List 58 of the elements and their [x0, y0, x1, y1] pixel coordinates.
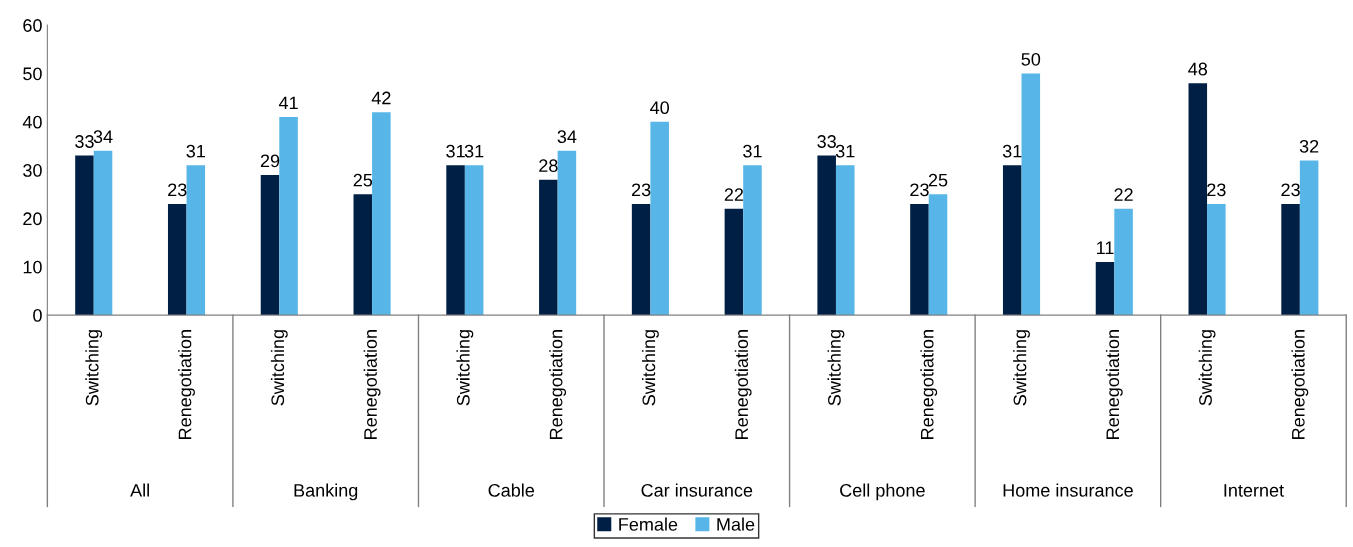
text: Home insurance: [1003, 483, 1133, 497]
data-label: 25: [928, 173, 948, 187]
data-label: 31: [743, 144, 762, 158]
data-label: 22: [724, 188, 744, 201]
data-label: 29: [260, 154, 280, 168]
data-label: 23: [168, 183, 187, 197]
legend-label: Male: [717, 517, 755, 531]
x-tick-label: Renegotiation: [363, 330, 381, 439]
data-label: 31: [446, 144, 465, 158]
data-label: 31: [186, 144, 205, 158]
data-label: 22: [1114, 188, 1133, 201]
x-tick-label: Renegotiation: [1291, 330, 1309, 439]
data-label: 25: [353, 173, 373, 187]
text: Car insurance: [641, 483, 753, 497]
x-tick-label: Renegotiation: [1105, 330, 1123, 439]
x-tick-label: Renegotiation: [549, 330, 567, 439]
y-tick-label: 50: [23, 67, 42, 81]
y-tick-label: 10: [23, 260, 42, 274]
data-label: 11: [1097, 241, 1114, 255]
data-label: 33: [75, 135, 94, 148]
y-tick-label: 40: [22, 115, 42, 129]
x-tick-label: Renegotiation: [178, 330, 195, 439]
y-tick-label: 20: [23, 212, 42, 226]
y-tick-label: 30: [23, 164, 42, 177]
text: Internet: [1224, 484, 1284, 497]
data-label: 23: [1281, 183, 1300, 197]
data-label: 42: [371, 91, 391, 105]
data-label: 33: [817, 135, 836, 148]
x-tick-label: Switching: [85, 330, 103, 406]
data-label: 31: [464, 144, 484, 158]
data-label: 50: [1021, 52, 1041, 66]
x-tick-label: Switching: [827, 330, 845, 406]
data-label: 23: [1207, 183, 1226, 197]
data-label: 31: [1002, 144, 1022, 158]
x-tick-label: Switching: [641, 330, 659, 406]
data-label: 40: [650, 101, 670, 115]
x-tick-label: Renegotiation: [734, 330, 752, 439]
x-tick-label: Renegotiation: [920, 330, 938, 439]
text: Cable: [488, 483, 535, 497]
data-label: 48: [1188, 62, 1208, 76]
data-label: 23: [632, 183, 651, 197]
data-label: 23: [910, 183, 929, 197]
x-tick-label: Switching: [270, 330, 288, 406]
text: Cell phone: [840, 483, 925, 501]
data-label: 41: [278, 96, 298, 110]
legend-label: Female: [619, 517, 678, 531]
y-tick-label: 0: [33, 309, 42, 322]
x-tick-label: Switching: [456, 330, 474, 406]
x-tick-label: Switching: [1013, 330, 1030, 406]
text: Banking: [294, 483, 358, 501]
x-tick-label: Switching: [1198, 330, 1216, 406]
data-label: 34: [557, 130, 577, 144]
data-label: 28: [539, 159, 558, 173]
text: All: [130, 483, 149, 497]
data-label: 34: [93, 130, 113, 144]
y-tick-label: 60: [23, 19, 42, 32]
data-label: 32: [1299, 139, 1319, 153]
data-label: 31: [835, 144, 855, 158]
